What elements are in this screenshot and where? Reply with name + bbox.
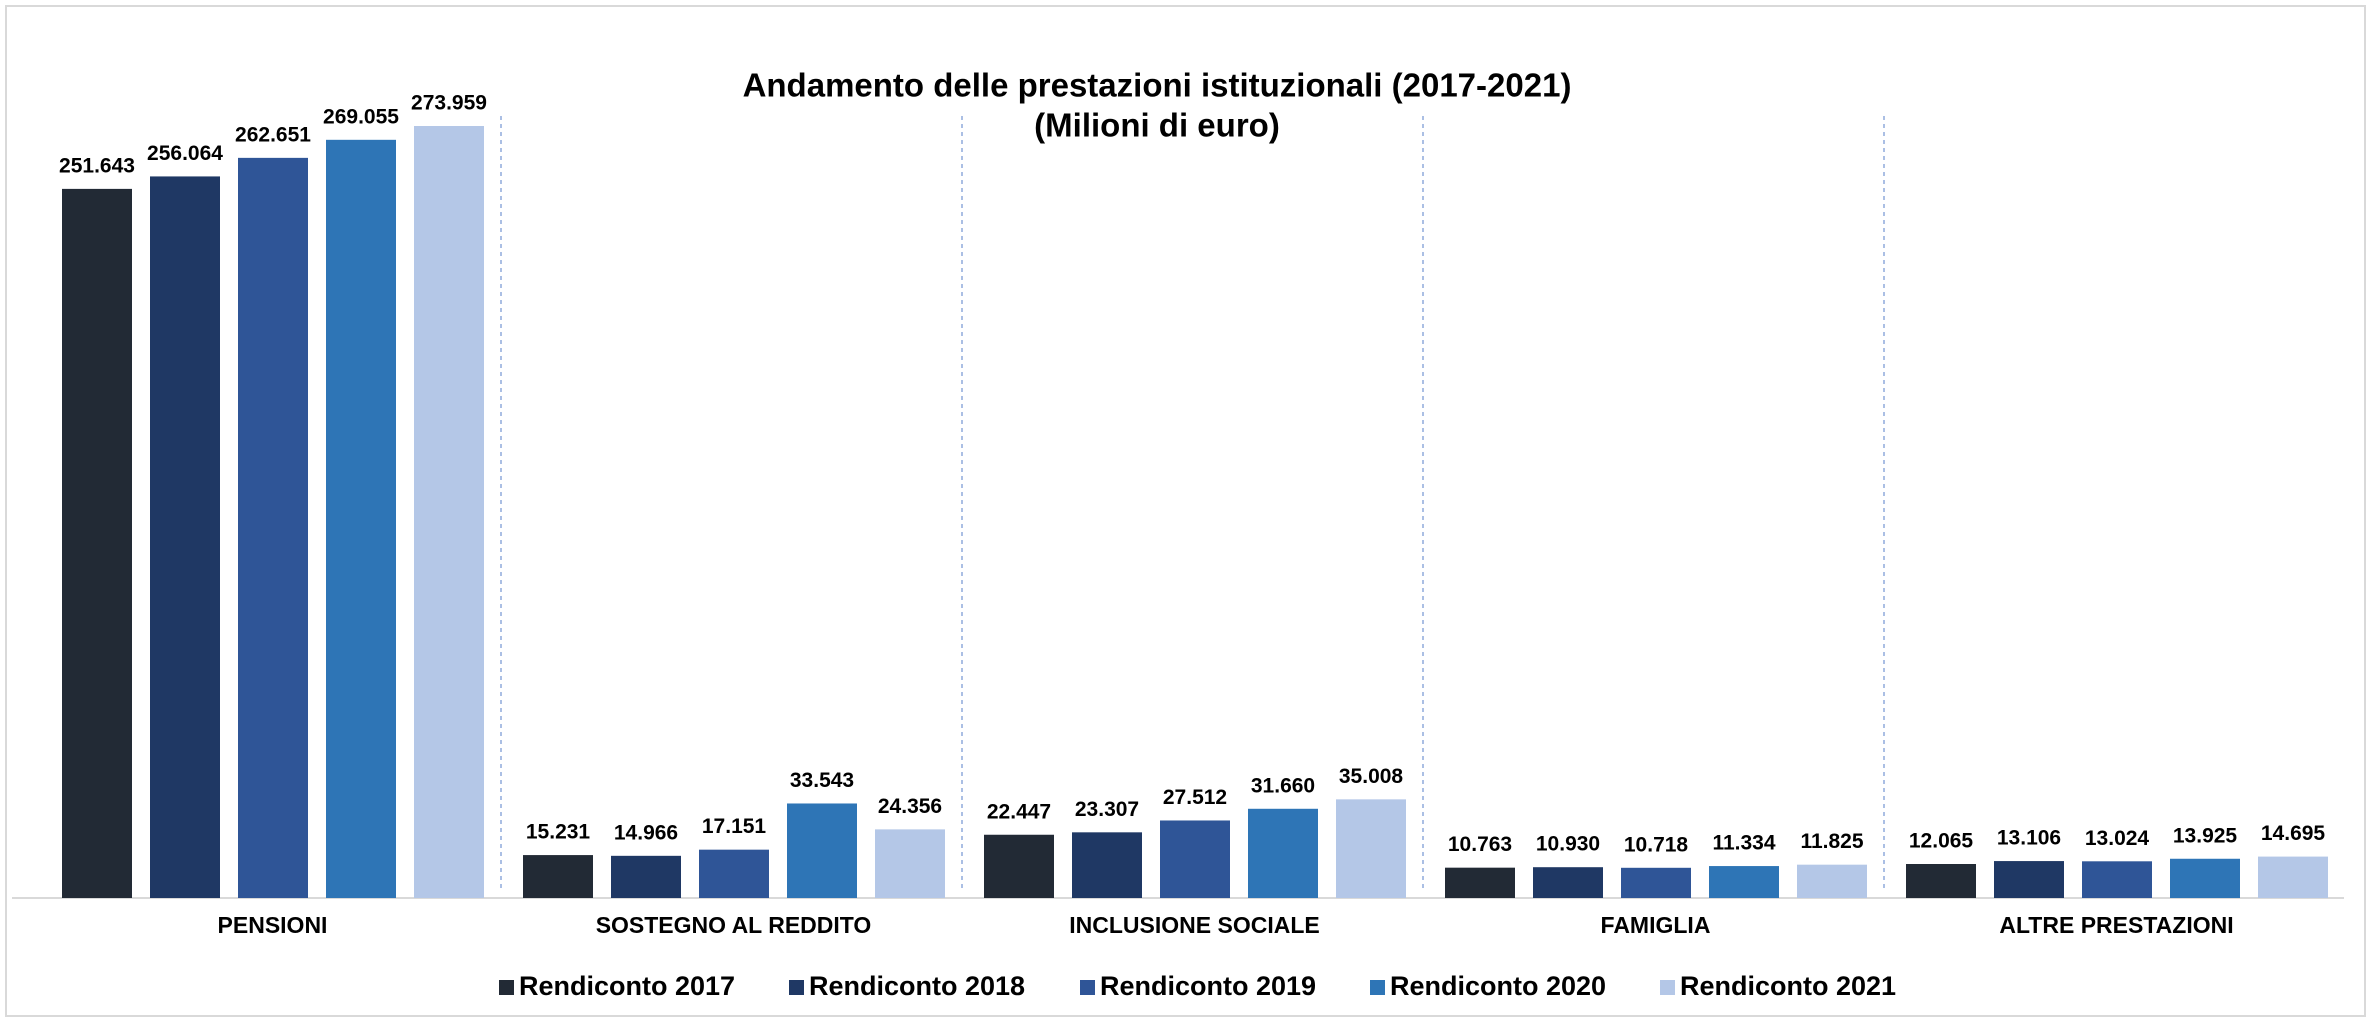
bar bbox=[2258, 856, 2328, 898]
data-label: 22.447 bbox=[987, 800, 1051, 823]
legend-label: Rendiconto 2021 bbox=[1680, 971, 1896, 1001]
bar bbox=[1445, 867, 1515, 898]
bar bbox=[62, 188, 132, 899]
bar bbox=[238, 157, 308, 899]
data-label: 23.307 bbox=[1075, 798, 1139, 821]
data-label: 14.695 bbox=[2261, 822, 2326, 845]
data-label: 10.763 bbox=[1448, 833, 1512, 856]
x-tick-label: INCLUSIONE SOCIALE bbox=[1069, 912, 1319, 938]
data-label: 11.825 bbox=[1800, 830, 1863, 853]
data-label: 14.966 bbox=[614, 821, 678, 844]
legend-marker bbox=[1370, 980, 1385, 995]
data-label: 13.925 bbox=[2173, 824, 2238, 847]
bar bbox=[1248, 808, 1318, 898]
legend-label: Rendiconto 2018 bbox=[809, 971, 1025, 1001]
legend-marker bbox=[499, 980, 514, 995]
bar bbox=[699, 849, 769, 898]
bar bbox=[875, 829, 945, 898]
data-label: 15.231 bbox=[526, 821, 591, 844]
bar bbox=[984, 834, 1054, 898]
legend-label: Rendiconto 2019 bbox=[1100, 971, 1316, 1001]
bar bbox=[1709, 866, 1779, 898]
x-tick-label: PENSIONI bbox=[218, 912, 328, 938]
data-label: 273.959 bbox=[411, 92, 487, 115]
data-label: 17.151 bbox=[702, 815, 767, 838]
legend-marker bbox=[1080, 980, 1095, 995]
data-label: 11.334 bbox=[1712, 832, 1775, 855]
chart-title: Andamento delle prestazioni istituzional… bbox=[743, 67, 1572, 104]
bar bbox=[1072, 832, 1142, 898]
bar bbox=[2082, 861, 2152, 898]
bar bbox=[611, 855, 681, 898]
data-label: 27.512 bbox=[1163, 786, 1227, 809]
bar bbox=[414, 126, 484, 898]
data-label: 12.065 bbox=[1909, 830, 1974, 853]
bar bbox=[1533, 867, 1603, 898]
bar bbox=[150, 176, 220, 899]
bar bbox=[787, 803, 857, 898]
bar bbox=[1906, 864, 1976, 898]
data-label: 24.356 bbox=[878, 795, 942, 818]
data-label: 269.055 bbox=[323, 105, 399, 128]
x-tick-label: ALTRE PRESTAZIONI bbox=[1999, 912, 2233, 938]
bar bbox=[326, 139, 396, 898]
data-label: 10.718 bbox=[1624, 833, 1689, 856]
chart-subtitle: (Milioni di euro) bbox=[1034, 107, 1280, 144]
data-label: 251.643 bbox=[59, 154, 135, 177]
x-tick-label: FAMIGLIA bbox=[1601, 912, 1711, 938]
data-label: 10.930 bbox=[1536, 833, 1600, 856]
bar bbox=[1994, 861, 2064, 898]
legend-label: Rendiconto 2020 bbox=[1390, 971, 1606, 1001]
bar bbox=[1336, 799, 1406, 898]
data-label: 256.064 bbox=[147, 142, 223, 165]
data-label: 13.024 bbox=[2085, 827, 2150, 850]
bar bbox=[2170, 858, 2240, 898]
data-label: 13.106 bbox=[1997, 827, 2061, 850]
legend-marker bbox=[1660, 980, 1675, 995]
data-label: 33.543 bbox=[790, 769, 854, 792]
x-tick-label: SOSTEGNO AL REDDITO bbox=[596, 912, 872, 938]
bar bbox=[1160, 820, 1230, 898]
bar bbox=[1797, 864, 1867, 898]
bar bbox=[523, 855, 593, 898]
legend-marker bbox=[789, 980, 804, 995]
data-label: 31.660 bbox=[1251, 774, 1315, 797]
legend-label: Rendiconto 2017 bbox=[519, 971, 735, 1001]
data-label: 35.008 bbox=[1339, 765, 1404, 788]
data-label: 262.651 bbox=[235, 123, 311, 146]
bar bbox=[1621, 867, 1691, 898]
